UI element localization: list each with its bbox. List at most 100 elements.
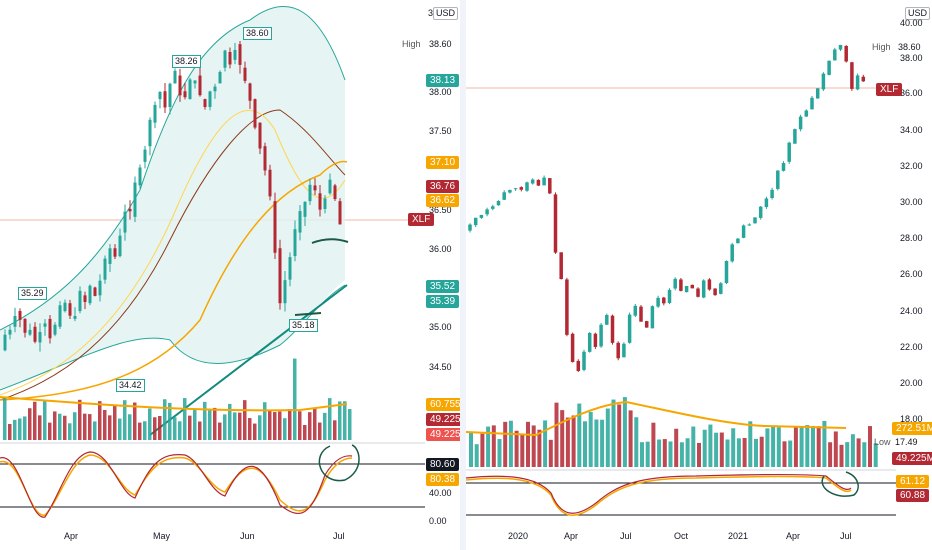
- price-tick: 37.50: [429, 126, 452, 136]
- volume-bar: [520, 433, 525, 467]
- price-callout: 38.60: [243, 27, 272, 40]
- volume-bar: [288, 409, 292, 440]
- candle-body: [776, 170, 780, 189]
- volume-bar: [828, 442, 833, 467]
- candle-body: [542, 177, 546, 186]
- candle-body: [253, 99, 257, 128]
- price-tick: 35.00: [429, 322, 452, 332]
- volume-bar: [268, 409, 272, 440]
- candle-body: [496, 200, 501, 206]
- candle-body: [313, 185, 317, 191]
- volume-bar: [588, 411, 593, 467]
- oscillator-line: [466, 475, 852, 516]
- volume-bar: [128, 414, 132, 440]
- left-chart-panel[interactable]: 3 USD High 38.60 38.00 37.50 36.50 36.00…: [0, 0, 460, 550]
- symbol-tag[interactable]: XLF: [876, 83, 903, 96]
- candle-body: [73, 315, 77, 319]
- band-tag: 35.52: [426, 280, 460, 293]
- volume-bar: [634, 417, 639, 467]
- panel-divider[interactable]: [460, 0, 466, 550]
- volume-ma-tag: 272.51M: [892, 422, 932, 435]
- volume-bar: [702, 429, 707, 467]
- price-tick: 36.50: [429, 205, 452, 215]
- candle-body: [173, 70, 177, 84]
- volume-bar: [503, 421, 508, 467]
- volume-bar: [845, 442, 850, 467]
- candle-body: [48, 318, 52, 339]
- candle-body: [148, 119, 152, 147]
- candle-body: [639, 306, 643, 322]
- candle-body: [473, 217, 478, 226]
- candle-body: [815, 88, 820, 99]
- candle-body: [8, 329, 12, 335]
- candle-body: [123, 211, 127, 233]
- volume-bar: [163, 399, 167, 440]
- candle-body: [178, 75, 182, 96]
- volume-bar: [308, 412, 312, 440]
- volume-bar: [223, 414, 227, 440]
- volume-bar: [213, 407, 217, 440]
- currency-label[interactable]: USD: [433, 7, 459, 20]
- candle-body: [781, 163, 786, 171]
- volume-bar: [594, 419, 599, 467]
- price-tick: 18.00: [900, 414, 923, 424]
- time-axis-label: Jun: [240, 531, 255, 541]
- volume-bar: [469, 431, 473, 467]
- volume-bar: [258, 415, 262, 440]
- volume-bar: [605, 408, 610, 467]
- candle-body: [183, 91, 187, 98]
- candle-body: [730, 244, 734, 262]
- candle-body: [758, 206, 763, 218]
- candle-body: [747, 224, 752, 226]
- candle-body: [33, 326, 37, 342]
- candle-body: [559, 252, 563, 280]
- time-axis-label: 2021: [728, 531, 749, 541]
- volume-bar: [323, 412, 327, 440]
- volume-bar: [491, 425, 496, 467]
- candle-body: [696, 288, 700, 297]
- volume-tag: 49.225M: [892, 452, 932, 465]
- currency-label[interactable]: USD: [905, 7, 931, 20]
- candle-body: [485, 209, 489, 215]
- volume-moving-average: [0, 396, 348, 412]
- time-axis-label: Oct: [674, 531, 689, 541]
- candle-body: [616, 342, 620, 359]
- volume-bar: [731, 428, 736, 467]
- candle-body: [576, 360, 581, 371]
- volume-bar: [168, 402, 172, 440]
- left-chart-canvas[interactable]: [0, 0, 460, 550]
- right-chart-canvas[interactable]: [466, 0, 932, 550]
- candle-body: [238, 44, 242, 65]
- price-tick: 32.00: [900, 161, 923, 171]
- candle-body: [263, 146, 267, 171]
- volume-bar: [531, 425, 536, 467]
- volume-bar: [198, 421, 202, 440]
- osc-tick: 40.00: [429, 488, 452, 498]
- volume-bar: [862, 442, 867, 467]
- candle-body: [213, 86, 217, 92]
- candle-body: [163, 91, 167, 108]
- volume-bar: [278, 411, 282, 440]
- candle-body: [188, 79, 192, 100]
- volume-bar: [298, 411, 302, 440]
- symbol-tag[interactable]: XLF: [408, 213, 435, 226]
- candle-body: [787, 142, 791, 162]
- volume-bar: [103, 409, 107, 440]
- candle-body: [764, 198, 769, 208]
- volume-bar: [303, 424, 307, 440]
- candle-body: [536, 179, 541, 186]
- volume-bar: [108, 415, 112, 440]
- candle-body: [323, 198, 327, 209]
- price-tick: 28.00: [900, 233, 923, 243]
- candle-body: [3, 334, 7, 351]
- volume-bar: [793, 426, 798, 467]
- right-chart-panel[interactable]: USD High 38.60 40.00 38.00 36.00 34.00 3…: [466, 0, 932, 550]
- price-tick: 20.00: [900, 378, 923, 388]
- volume-bar: [238, 412, 242, 440]
- candle-body: [268, 169, 272, 197]
- candle-body: [582, 351, 586, 370]
- oscillator-tag: 80.60: [426, 458, 460, 471]
- candle-body: [753, 217, 757, 224]
- volume-bar: [173, 417, 177, 440]
- candle-body: [593, 333, 598, 347]
